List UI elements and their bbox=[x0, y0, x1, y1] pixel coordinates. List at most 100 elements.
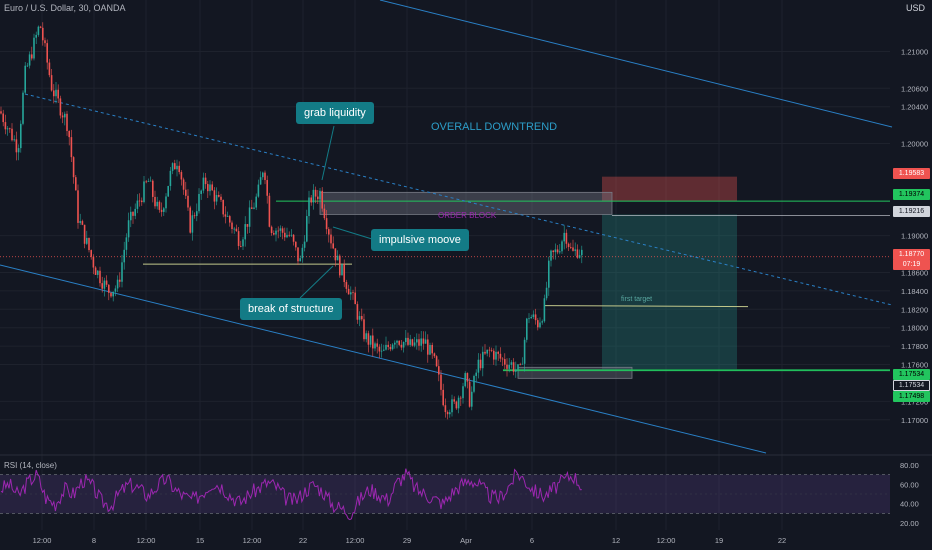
candle-body bbox=[387, 344, 389, 348]
candle-body bbox=[530, 317, 532, 319]
candle-body bbox=[574, 249, 576, 251]
candle-body bbox=[255, 196, 257, 208]
rsi-tick: 20.00 bbox=[900, 519, 919, 528]
candle-body bbox=[174, 163, 176, 170]
time-tick: Apr bbox=[460, 536, 472, 545]
candle-body bbox=[15, 139, 18, 153]
candle-body bbox=[453, 399, 455, 402]
candle-body bbox=[26, 65, 29, 67]
candle-body bbox=[152, 180, 154, 197]
candle-body bbox=[438, 366, 440, 375]
time-tick: 29 bbox=[403, 536, 411, 545]
candle-body bbox=[504, 359, 506, 365]
candle-body bbox=[233, 228, 235, 230]
candle-body bbox=[90, 250, 92, 257]
candle-body bbox=[99, 270, 101, 284]
candle-body bbox=[572, 247, 574, 251]
price-tick: 1.18200 bbox=[901, 305, 928, 314]
candle-body bbox=[402, 342, 405, 348]
candle-body bbox=[132, 211, 134, 216]
candle-body bbox=[409, 339, 411, 345]
candle-body bbox=[330, 234, 332, 244]
candle-body bbox=[290, 234, 293, 236]
candle-body bbox=[292, 234, 295, 242]
price-tick: 1.20600 bbox=[901, 84, 928, 93]
candle-body bbox=[418, 339, 420, 346]
candle-body bbox=[275, 230, 277, 235]
candle-body bbox=[105, 280, 108, 285]
order-block-label: ORDER BLOCK bbox=[438, 211, 497, 220]
candle-body bbox=[539, 322, 541, 328]
candle-body bbox=[59, 98, 62, 116]
candle-body bbox=[127, 220, 130, 238]
candle-body bbox=[376, 343, 378, 347]
time-tick: 12:00 bbox=[137, 536, 156, 545]
candle-body bbox=[455, 401, 458, 409]
candle-body bbox=[545, 287, 548, 299]
time-tick: 12:00 bbox=[33, 536, 52, 545]
callout-break-of-structure: break of structure bbox=[240, 298, 342, 320]
candle-body bbox=[488, 349, 491, 351]
candle-body bbox=[493, 350, 495, 360]
candle-body bbox=[202, 177, 205, 191]
candle-body bbox=[581, 249, 583, 256]
candle-body bbox=[341, 264, 343, 276]
candle-body bbox=[134, 208, 136, 216]
price-tag-current: 1.18770 bbox=[893, 249, 930, 260]
time-tick: 15 bbox=[196, 536, 204, 545]
overall-downtrend-label: OVERALL DOWNTREND bbox=[431, 121, 558, 133]
candle-body bbox=[231, 222, 233, 230]
candle-body bbox=[163, 208, 165, 212]
candle-body bbox=[182, 179, 185, 190]
callout-grab-liquidity: grab liquidity bbox=[296, 102, 374, 124]
candle-body bbox=[306, 216, 308, 242]
candle-body bbox=[519, 364, 521, 366]
candle-body bbox=[363, 319, 365, 340]
trade-zones bbox=[0, 176, 890, 379]
candle-body bbox=[460, 397, 462, 399]
candle-body bbox=[53, 90, 55, 97]
candle-body bbox=[264, 172, 266, 181]
candle-body bbox=[147, 181, 150, 182]
time-tick: 8 bbox=[92, 536, 96, 545]
candle-body bbox=[570, 246, 572, 248]
candle-body bbox=[490, 350, 493, 351]
candle-body bbox=[420, 338, 422, 346]
candle-body bbox=[20, 123, 22, 149]
candle-body bbox=[160, 209, 163, 212]
currency-label[interactable]: USD bbox=[906, 3, 926, 13]
candle-body bbox=[506, 364, 508, 369]
candle-body bbox=[512, 362, 515, 372]
candle-body bbox=[266, 180, 268, 196]
first-target-label: first target bbox=[621, 296, 653, 303]
candle-body bbox=[345, 282, 348, 289]
candle-body bbox=[416, 339, 418, 343]
candle-body bbox=[563, 232, 565, 242]
price-tick: 1.20000 bbox=[901, 140, 928, 149]
candle-body bbox=[42, 27, 44, 41]
candle-body bbox=[169, 170, 172, 187]
candle-body bbox=[33, 37, 35, 59]
candle-body bbox=[526, 318, 528, 340]
candle-body bbox=[198, 193, 200, 212]
candle-body bbox=[257, 184, 260, 197]
candle-body bbox=[68, 130, 70, 138]
candle-body bbox=[50, 75, 53, 91]
candle-body bbox=[299, 258, 301, 262]
callout-pointer-impulsive bbox=[332, 226, 373, 240]
candle-body bbox=[108, 284, 110, 293]
time-tick: 12:00 bbox=[657, 536, 676, 545]
candle-body bbox=[374, 343, 376, 349]
rsi-line bbox=[0, 468, 582, 521]
candle-body bbox=[396, 340, 398, 343]
candle-body bbox=[323, 208, 326, 219]
callout-impulsive-move: impulsive moove bbox=[371, 229, 469, 251]
candle-body bbox=[193, 215, 196, 217]
candle-body bbox=[17, 148, 20, 153]
candle-body bbox=[339, 255, 341, 276]
candle-body bbox=[200, 190, 202, 194]
time-tick: 12:00 bbox=[346, 536, 365, 545]
candle-body bbox=[464, 373, 466, 387]
upper-channel-line bbox=[379, 0, 893, 128]
